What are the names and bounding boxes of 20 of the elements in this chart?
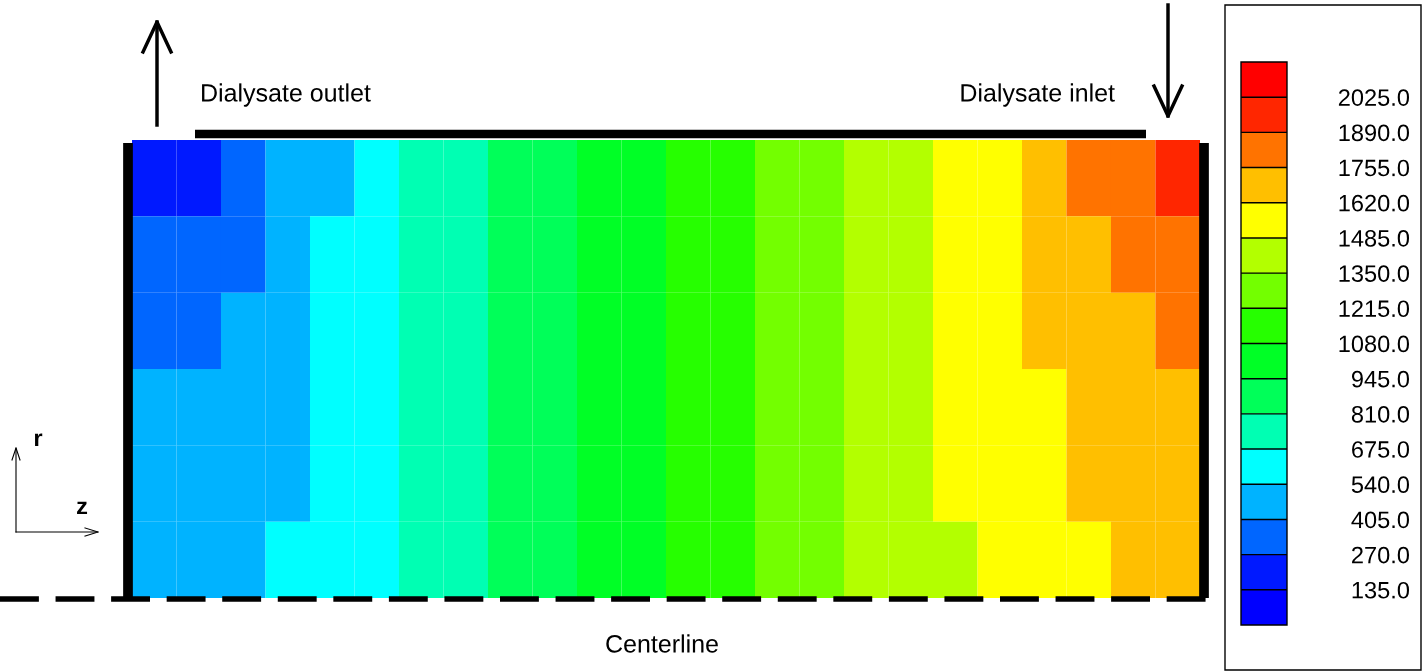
color-bar-label: 1215.0 (1339, 300, 1410, 318)
text: Dialysate inlet (961, 83, 1115, 107)
color-bar-label: 945.0 (1351, 370, 1410, 388)
color-bar-label: 1485.0 (1339, 230, 1410, 247)
color-bar-label: 405.0 (1351, 511, 1410, 529)
text: z (77, 501, 88, 515)
color-bar-label: 270.0 (1352, 546, 1410, 564)
color-bar-label: 2025.0 (1338, 89, 1410, 106)
color-bar-label: 1080.0 (1339, 335, 1410, 353)
color-bar-label: 1890.0 (1339, 124, 1410, 142)
color-bar-label: 135.0 (1352, 581, 1410, 599)
color-bar-label: 1755.0 (1339, 159, 1410, 177)
text: Dialysate outlet (202, 83, 371, 107)
color-bar-label: 540.0 (1351, 476, 1410, 494)
text: Centerline (606, 634, 718, 653)
color-bar-label: 675.0 (1352, 441, 1410, 458)
color-bar-label: 810.0 (1351, 405, 1410, 423)
color-bar-label: 1620.0 (1339, 194, 1410, 212)
text: r (34, 433, 43, 447)
color-bar-label: 1350.0 (1339, 265, 1410, 282)
